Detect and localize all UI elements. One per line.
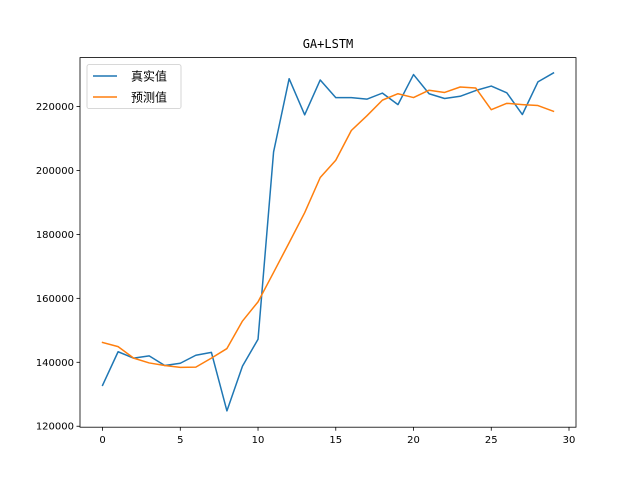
legend-label-predicted: 预测值 xyxy=(131,90,167,105)
x-tick-label: 15 xyxy=(329,435,342,446)
legend: 真实值 预测值 xyxy=(86,64,182,109)
x-tick-label: 10 xyxy=(252,435,265,446)
x-tick-label: 5 xyxy=(177,435,183,446)
y-tick-label: 160000 xyxy=(36,294,74,305)
x-axis-ticks: 0 5 10 15 20 25 30 xyxy=(99,427,575,446)
plot-frame xyxy=(79,57,577,428)
y-tick-label: 120000 xyxy=(36,422,74,433)
y-tick-label: 220000 xyxy=(36,102,74,113)
x-tick-label: 25 xyxy=(485,435,498,446)
legend-label-actual: 真实值 xyxy=(131,69,167,84)
y-tick-label: 180000 xyxy=(36,230,74,241)
series-layer xyxy=(101,71,555,412)
x-tick-label: 30 xyxy=(563,435,576,446)
x-tick-label: 0 xyxy=(99,435,105,446)
x-tick-label: 20 xyxy=(407,435,420,446)
y-tick-label: 200000 xyxy=(36,166,74,177)
y-tick-label: 140000 xyxy=(36,358,74,369)
chart-title: GA+LSTM xyxy=(303,37,354,51)
plot-area xyxy=(80,57,576,428)
series-line-predicted xyxy=(101,86,555,369)
y-axis-ticks: 120000 140000 160000 180000 200000 220000 xyxy=(36,102,80,433)
series-line-actual xyxy=(101,71,555,412)
